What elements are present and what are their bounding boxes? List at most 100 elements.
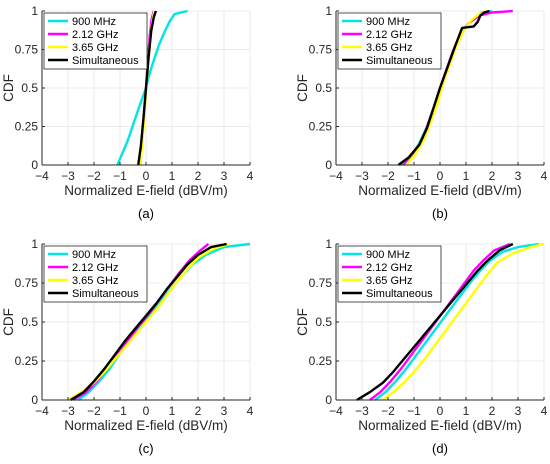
series-line-3-65-ghz: [67, 242, 230, 402]
x-tick-label: −2: [87, 169, 101, 183]
x-axis-label: Normalized E-field (dBV/m): [358, 183, 522, 198]
legend-entry-label: 900 MHz: [72, 249, 116, 261]
x-tick-label: 4: [541, 404, 548, 418]
legend-entry-label: 2.12 GHz: [366, 262, 412, 274]
x-tick-label: −4: [329, 169, 343, 183]
legend-entry-label: 2.12 GHz: [72, 262, 118, 274]
series-line-simultaneous: [137, 10, 158, 166]
legend-entry-label: 2.12 GHz: [366, 29, 412, 41]
y-tick-label: 0: [325, 158, 332, 172]
x-tick-label: 0: [143, 169, 150, 183]
x-tick-label: 3: [221, 169, 228, 183]
x-tick-label: 1: [463, 404, 470, 418]
y-tick-label: 0.25: [15, 354, 39, 368]
y-tick-label: 0: [325, 393, 332, 407]
legend-entry-label: 900 MHz: [72, 16, 116, 28]
x-tick-label: −3: [61, 169, 75, 183]
y-tick-label: 0.5: [21, 315, 38, 329]
legend-entry-label: Simultaneous: [72, 288, 139, 300]
x-axis-label: Normalized E-field (dBV/m): [64, 183, 228, 198]
x-tick-label: 1: [169, 169, 176, 183]
series-line-simultaneous: [69, 242, 227, 402]
y-tick-label: 0.5: [315, 315, 332, 329]
x-tick-label: −1: [407, 169, 421, 183]
x-tick-label: 2: [195, 404, 202, 418]
y-tick-label: 0.75: [309, 43, 333, 57]
legend-entry-label: Simultaneous: [366, 55, 433, 67]
y-tick-label: 0: [31, 393, 38, 407]
x-tick-label: 2: [489, 169, 496, 183]
y-tick-label: 1: [325, 4, 332, 18]
y-axis-label: CDF: [1, 74, 16, 102]
y-tick-label: 0.25: [309, 120, 333, 134]
x-tick-label: −1: [407, 404, 421, 418]
legend-entry-label: 3.65 GHz: [72, 42, 118, 54]
y-tick-label: 0.75: [309, 276, 333, 290]
y-tick-label: 0.75: [15, 276, 39, 290]
legend-entry-label: Simultaneous: [366, 288, 433, 300]
legend-entry-label: 900 MHz: [366, 249, 410, 261]
x-tick-label: −1: [113, 169, 127, 183]
x-tick-label: 1: [463, 169, 470, 183]
x-axis-label: Normalized E-field (dBV/m): [358, 418, 522, 433]
y-tick-label: 0: [31, 158, 38, 172]
y-axis-label: CDF: [295, 308, 310, 336]
series-line-3-65-ghz: [405, 9, 488, 166]
legend-entry-label: 3.65 GHz: [72, 275, 118, 287]
x-tick-label: 3: [221, 404, 228, 418]
y-tick-label: 1: [31, 237, 38, 251]
y-tick-label: 1: [31, 4, 38, 18]
series-line-simultaneous: [356, 242, 514, 402]
x-tick-label: −4: [35, 404, 49, 418]
y-axis-label: CDF: [1, 308, 16, 336]
panel-label: (b): [432, 206, 448, 221]
x-tick-label: −2: [87, 404, 101, 418]
x-tick-label: 4: [247, 169, 254, 183]
x-tick-label: −1: [113, 404, 127, 418]
legend-entry-label: 3.65 GHz: [366, 275, 412, 287]
legend-entry-label: 3.65 GHz: [366, 42, 412, 54]
panel-label: (d): [432, 441, 448, 456]
y-tick-label: 0.5: [21, 81, 38, 95]
x-tick-label: −2: [381, 404, 395, 418]
panel-label: (c): [138, 441, 153, 456]
y-tick-label: 0.25: [15, 120, 39, 134]
y-axis-label: CDF: [295, 74, 310, 102]
series-line-900-mhz: [374, 242, 539, 401]
y-tick-label: 0.25: [309, 354, 333, 368]
x-tick-label: 4: [541, 169, 548, 183]
y-tick-label: 0.75: [15, 43, 39, 57]
x-tick-label: 4: [247, 404, 254, 418]
x-tick-label: −3: [61, 404, 75, 418]
x-tick-label: −4: [329, 404, 343, 418]
legend-entry-label: Simultaneous: [72, 55, 139, 67]
series-line-simultaneous: [397, 9, 490, 166]
x-axis-label: Normalized E-field (dBV/m): [64, 418, 228, 433]
x-tick-label: 0: [143, 404, 150, 418]
x-tick-label: −2: [381, 169, 395, 183]
x-tick-label: 2: [489, 404, 496, 418]
x-tick-label: −4: [35, 169, 49, 183]
x-tick-label: 3: [515, 404, 522, 418]
x-tick-label: 0: [437, 169, 444, 183]
x-tick-label: 0: [437, 404, 444, 418]
x-tick-label: −3: [355, 169, 369, 183]
y-tick-label: 1: [325, 237, 332, 251]
series-line-3-65-ghz: [382, 242, 545, 401]
x-tick-label: −3: [355, 404, 369, 418]
legend-entry-label: 900 MHz: [366, 16, 410, 28]
x-tick-label: 3: [515, 169, 522, 183]
x-tick-label: 2: [195, 169, 202, 183]
y-tick-label: 0.5: [315, 81, 332, 95]
legend-entry-label: 2.12 GHz: [72, 29, 118, 41]
x-tick-label: 1: [169, 404, 176, 418]
